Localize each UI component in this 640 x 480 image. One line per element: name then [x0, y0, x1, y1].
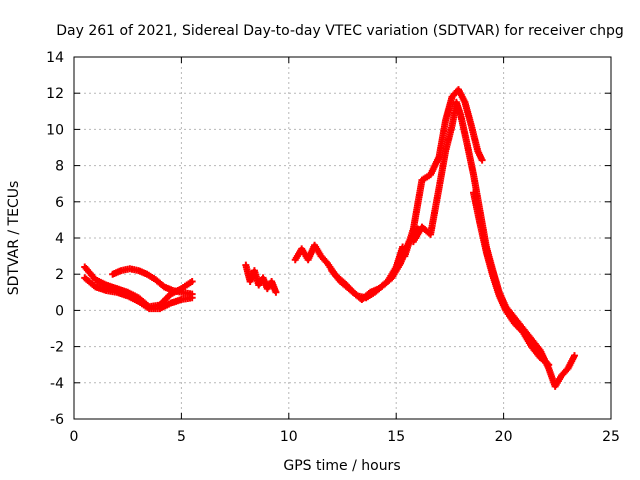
data-point-marker	[478, 156, 486, 164]
series-seg-b	[109, 265, 196, 298]
y-tick-label: 0	[55, 303, 64, 319]
series-seg-c	[242, 261, 280, 296]
series-seg-d1	[291, 241, 407, 304]
data-points	[81, 86, 578, 390]
chart-title: Day 261 of 2021, Sidereal Day-to-day VTE…	[56, 23, 624, 39]
y-tick-label: 12	[46, 86, 64, 102]
data-point-marker	[188, 277, 196, 285]
data-point-marker	[545, 361, 553, 369]
data-point-marker	[570, 352, 578, 360]
grid	[74, 57, 611, 419]
data-point-marker	[272, 288, 280, 296]
x-tick-label: 0	[70, 429, 79, 445]
x-tick-label: 5	[177, 429, 186, 445]
y-tick-label: 4	[55, 231, 64, 247]
y-tick-label: 14	[46, 50, 64, 66]
y-tick-label: 2	[55, 267, 64, 283]
y-tick-label: 6	[55, 195, 64, 211]
y-tick-label: -2	[50, 340, 64, 356]
y-tick-label: -6	[50, 412, 64, 428]
axis-ticks: 0 5 10 15 20 25 -6 -4 -2 0 2 4 6 8 10 12 14	[46, 50, 620, 445]
data-point-marker	[188, 290, 196, 298]
y-tick-label: 10	[46, 122, 64, 138]
series-seg-e1	[401, 86, 486, 260]
y-tick-label: -4	[50, 376, 64, 392]
x-axis-label: GPS time / hours	[283, 458, 400, 474]
x-tick-label: 20	[495, 429, 513, 445]
y-tick-label: 8	[55, 159, 64, 175]
series-seg-e3	[470, 189, 553, 369]
x-tick-label: 10	[280, 429, 298, 445]
series-seg-a2	[81, 274, 196, 313]
x-tick-label: 25	[602, 429, 620, 445]
y-axis-label: SDTVAR / TECUs	[6, 181, 22, 296]
x-tick-label: 15	[387, 429, 405, 445]
